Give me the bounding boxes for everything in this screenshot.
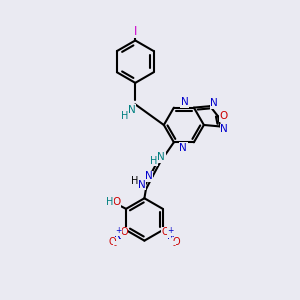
Text: N: N bbox=[179, 142, 187, 153]
Text: N: N bbox=[145, 171, 152, 181]
Text: N: N bbox=[220, 124, 228, 134]
Text: H: H bbox=[106, 197, 113, 207]
Text: N: N bbox=[167, 231, 175, 241]
Text: H: H bbox=[150, 156, 158, 166]
Text: O: O bbox=[108, 237, 116, 248]
Text: N: N bbox=[128, 105, 136, 115]
Text: H: H bbox=[121, 110, 129, 121]
Text: O: O bbox=[161, 227, 169, 237]
Text: O: O bbox=[173, 237, 180, 248]
Text: N: N bbox=[210, 98, 218, 108]
Text: -: - bbox=[173, 241, 176, 250]
Text: N: N bbox=[157, 152, 165, 162]
Text: -: - bbox=[114, 241, 117, 250]
Text: H: H bbox=[131, 176, 138, 186]
Text: +: + bbox=[167, 226, 174, 235]
Text: N: N bbox=[114, 231, 122, 241]
Text: N: N bbox=[138, 180, 145, 190]
Text: O: O bbox=[120, 227, 128, 237]
Text: +: + bbox=[115, 226, 121, 235]
Text: O: O bbox=[219, 111, 227, 121]
Text: I: I bbox=[134, 25, 137, 38]
Text: O: O bbox=[112, 197, 121, 207]
Text: N: N bbox=[181, 97, 188, 107]
